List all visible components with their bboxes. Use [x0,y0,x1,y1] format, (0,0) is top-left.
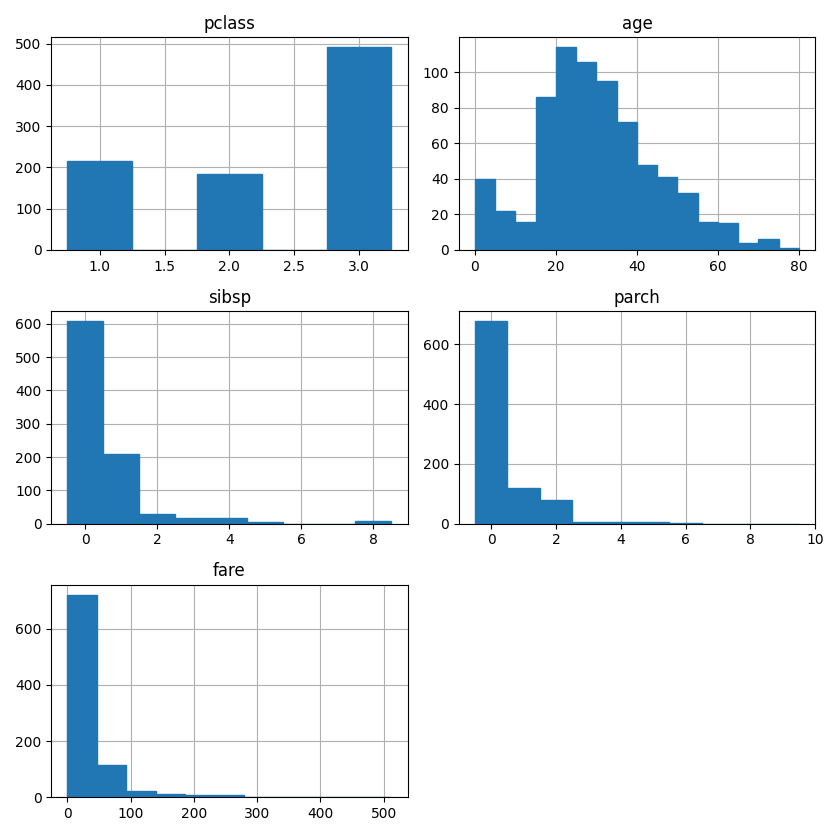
Title: age: age [622,15,653,33]
Bar [96,765,126,798]
Bar [539,500,572,523]
Bar [515,222,535,250]
Bar [605,522,637,523]
Bar [67,161,132,250]
Bar [211,517,248,523]
Bar [475,179,495,250]
Bar [495,211,515,250]
Bar [698,222,718,250]
Bar [215,795,244,798]
Bar [475,321,508,523]
Bar [67,594,96,798]
Bar [637,165,657,250]
Bar [677,193,698,250]
Bar [197,174,262,250]
Title: sibsp: sibsp [208,288,251,307]
Bar [576,62,597,250]
Title: pclass: pclass [203,15,255,33]
Bar [326,48,391,250]
Bar [718,223,738,250]
Bar [738,242,758,250]
Bar [103,454,139,523]
Bar [779,248,799,250]
Bar [637,522,670,523]
Bar [156,794,185,798]
Bar [657,177,677,250]
Bar [185,795,215,798]
Bar [139,514,175,523]
Bar [356,522,391,523]
Bar [175,518,211,523]
Bar [535,97,556,250]
Bar [67,321,103,523]
Bar [556,48,576,250]
Bar [597,81,617,250]
Bar [758,239,779,250]
Title: parch: parch [613,288,660,307]
Bar [572,522,605,523]
Title: fare: fare [213,563,246,580]
Bar [617,122,637,250]
Bar [508,488,539,523]
Bar [126,791,156,798]
Bar [248,522,284,523]
